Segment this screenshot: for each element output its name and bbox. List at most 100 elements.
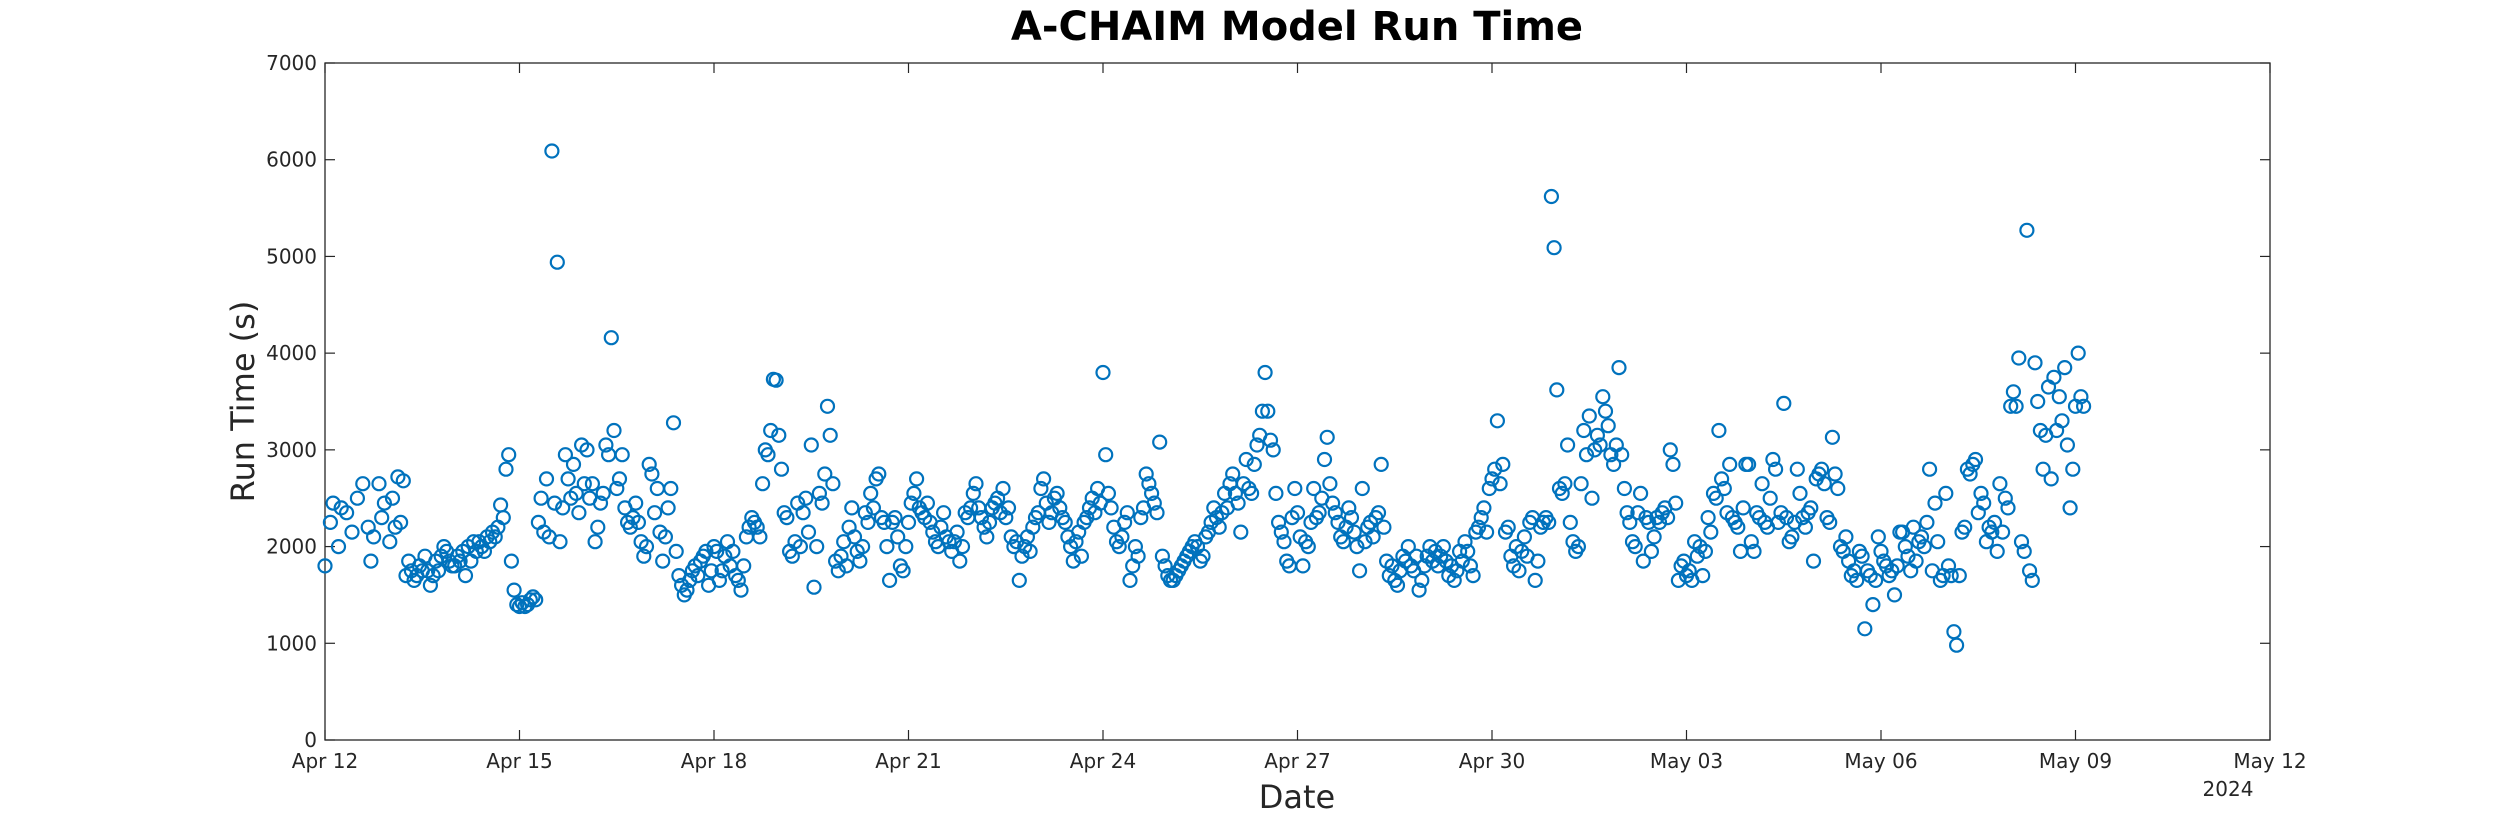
- data-point: [898, 538, 914, 555]
- data-point: [1665, 456, 1681, 472]
- data-point: [1921, 461, 1938, 477]
- data-point: [1446, 572, 1462, 589]
- data-point: [711, 572, 728, 589]
- data-point: [1327, 505, 1343, 521]
- data-point: [1152, 434, 1168, 450]
- data-point: [1376, 519, 1392, 535]
- data-point: [1762, 490, 1778, 506]
- data-point: [2011, 350, 2027, 366]
- data-point: [1849, 572, 1865, 589]
- data-point: [2019, 222, 2035, 238]
- data-point: [2076, 398, 2092, 414]
- data-point: [682, 572, 698, 589]
- y-tick-label: 5000: [266, 244, 317, 268]
- data-point: [860, 514, 876, 531]
- data-point: [881, 572, 898, 589]
- data-point: [1035, 471, 1052, 487]
- data-point: [1273, 524, 1289, 540]
- data-point: [1581, 408, 1597, 424]
- data-point: [552, 534, 568, 550]
- data-point: [1792, 485, 1808, 501]
- data-point: [1225, 466, 1241, 482]
- data-point: [611, 471, 628, 487]
- data-point: [565, 456, 582, 472]
- data-point: [630, 514, 647, 531]
- data-point: [1233, 524, 1249, 540]
- data-point: [1287, 480, 1303, 497]
- data-point: [865, 500, 882, 516]
- data-point: [1886, 587, 1903, 603]
- data-point: [749, 519, 765, 535]
- data-point: [366, 529, 382, 545]
- data-point: [698, 543, 714, 560]
- data-point: [382, 534, 398, 550]
- data-point: [1049, 485, 1065, 501]
- data-point: [844, 500, 860, 516]
- data-point: [709, 543, 725, 560]
- data-point: [395, 473, 411, 489]
- data-points: [317, 143, 2092, 653]
- data-point: [1730, 519, 1746, 535]
- data-point: [1703, 524, 1719, 540]
- data-point: [1578, 447, 1595, 463]
- data-point: [908, 471, 925, 487]
- data-point: [1549, 382, 1565, 398]
- data-point: [806, 579, 822, 595]
- data-point: [665, 415, 682, 431]
- data-point: [1592, 437, 1608, 453]
- data-point: [949, 524, 965, 540]
- data-point: [1716, 480, 1732, 497]
- data-point: [1370, 505, 1387, 521]
- data-point: [1778, 509, 1795, 526]
- x-tick-label: Apr 30: [1459, 749, 1525, 773]
- data-point: [1619, 505, 1635, 521]
- data-point: [754, 476, 771, 492]
- data-point: [1143, 485, 1160, 501]
- data-point: [1889, 558, 1905, 574]
- data-point: [998, 509, 1014, 526]
- data-point: [1913, 529, 1930, 545]
- data-point: [501, 447, 517, 463]
- data-point: [1697, 543, 1714, 560]
- data-point: [1373, 456, 1389, 472]
- data-point: [1543, 188, 1560, 205]
- data-point: [857, 505, 873, 521]
- data-point: [2059, 437, 2075, 453]
- x-tick-label: May 03: [1650, 749, 1723, 773]
- data-point: [1341, 500, 1357, 516]
- data-point: [668, 543, 684, 560]
- data-point: [879, 538, 895, 555]
- data-point: [1562, 514, 1578, 531]
- x-tick-label: Apr 15: [486, 749, 552, 773]
- data-point: [560, 471, 576, 487]
- data-point: [1948, 637, 1965, 653]
- data-point: [1957, 519, 1973, 535]
- data-point: [487, 529, 503, 545]
- data-point: [814, 495, 830, 511]
- data-point: [1813, 461, 1830, 477]
- data-point: [803, 437, 819, 453]
- data-point: [592, 495, 609, 511]
- data-point: [528, 592, 544, 608]
- data-point: [1641, 514, 1657, 531]
- data-point: [1289, 505, 1306, 521]
- data-point: [1865, 596, 1881, 613]
- data-point: [863, 485, 879, 501]
- data-point: [1573, 476, 1589, 492]
- data-point: [1478, 524, 1495, 540]
- data-point: [1973, 485, 1989, 501]
- data-point: [452, 553, 468, 569]
- data-point: [1400, 538, 1416, 555]
- data-point: [1357, 534, 1373, 550]
- data-point: [854, 538, 871, 555]
- data-point: [1103, 500, 1119, 516]
- data-point: [1457, 534, 1473, 550]
- data-point: [1735, 500, 1751, 516]
- y-tick-label: 4000: [266, 341, 317, 365]
- data-point: [763, 422, 779, 439]
- x-axis: Apr 12 Apr 15 Apr 18 Apr 21 Apr 24 Apr 27 Apr …: [292, 63, 2307, 773]
- data-point: [1470, 519, 1487, 535]
- data-point: [1530, 553, 1546, 569]
- data-point: [1873, 543, 1889, 560]
- data-point: [760, 447, 776, 463]
